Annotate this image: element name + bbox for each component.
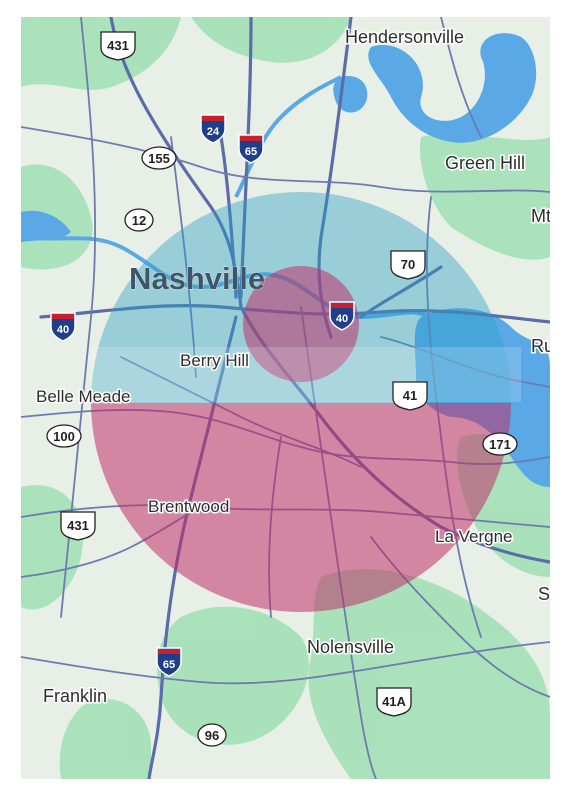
shield-sr171-icon: 171	[482, 432, 518, 456]
shield-i40-west-number: 40	[57, 324, 69, 336]
city-label-nashville: Nashville	[129, 261, 265, 296]
shield-i40-east-number: 40	[336, 313, 348, 325]
shield-sr96-icon: 96	[197, 723, 227, 747]
place-label-nolensville: Nolensville	[307, 637, 394, 657]
place-label-berry-hill: Berry Hill	[180, 351, 249, 370]
shield-us41a-number: 41A	[382, 694, 406, 709]
place-label-hendersonville: Hendersonville	[345, 27, 464, 47]
old-hickory-lake	[368, 33, 537, 143]
place-label-belle-meade: Belle Meade	[36, 387, 131, 406]
shield-us431-north-number: 431	[107, 38, 129, 53]
map-canvas[interactable]: 24 65 40 40 65 431 431 70 41 41A 155 12 100 171 96 He…	[21, 17, 550, 779]
shield-sr100-icon: 100	[46, 424, 82, 448]
place-label-ru: Ru	[531, 336, 550, 356]
shield-us431-south-icon: 431	[60, 511, 96, 541]
place-label-la-vergne: La Vergne	[435, 527, 513, 546]
shield-sr96-number: 96	[205, 728, 219, 743]
map-viewport[interactable]: 24 65 40 40 65 431 431 70 41 41A 155 12 100 171 96 He…	[21, 17, 550, 779]
shield-i65-south-number: 65	[163, 659, 175, 671]
shield-us70-number: 70	[401, 257, 415, 272]
place-label-green-hill: Green Hill	[445, 153, 525, 173]
shield-sr155-number: 155	[148, 151, 170, 166]
shield-i65-south-icon: 65	[156, 647, 182, 677]
inner-circle	[243, 266, 359, 382]
shield-i40-east-icon: 40	[329, 301, 355, 331]
shield-i65-north-number: 65	[245, 146, 257, 158]
shield-us41a-icon: 41A	[376, 687, 412, 717]
shield-i65-north-icon: 65	[238, 134, 264, 164]
shield-i24-icon: 24	[200, 114, 226, 144]
shield-us431-south-number: 431	[67, 518, 89, 533]
coverage-overlay	[91, 192, 521, 612]
shield-us70-icon: 70	[390, 250, 426, 280]
shield-us41-icon: 41	[392, 381, 428, 411]
shield-us431-north-icon: 431	[100, 31, 136, 61]
place-label-s: S	[538, 584, 550, 604]
place-label-mt: Mt	[531, 206, 550, 226]
shield-sr12-icon: 12	[124, 208, 154, 232]
place-label-brentwood: Brentwood	[148, 497, 229, 516]
overlay-band	[91, 347, 521, 402]
shield-i40-west-icon: 40	[50, 312, 76, 342]
shield-sr12-number: 12	[132, 213, 146, 228]
shield-us41-number: 41	[403, 388, 417, 403]
place-label-franklin: Franklin	[43, 686, 107, 706]
outer-ring-lower	[91, 403, 511, 612]
shield-sr155-icon: 155	[141, 146, 177, 170]
shield-i24-number: 24	[207, 126, 220, 138]
shield-sr171-number: 171	[489, 437, 511, 452]
shield-sr100-number: 100	[53, 429, 75, 444]
